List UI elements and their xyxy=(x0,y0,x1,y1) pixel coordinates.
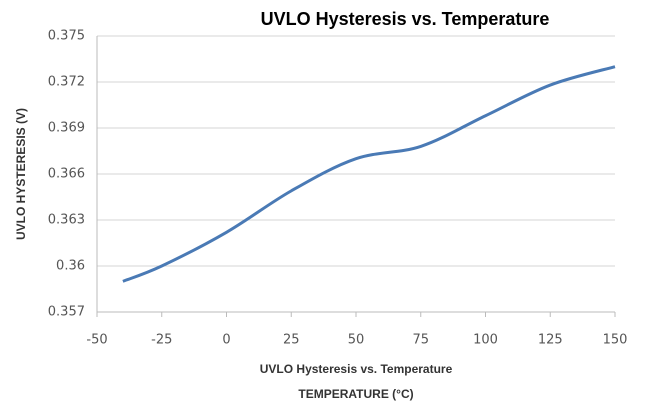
y-tick-label: 0.369 xyxy=(48,121,85,136)
y-tick-label: 0.36 xyxy=(56,259,85,274)
x-tick-label: 150 xyxy=(603,333,628,348)
x-axis-label: UVLO Hysteresis vs. Temperature xyxy=(260,362,453,376)
x-tick-label: 0 xyxy=(222,333,230,348)
x-axis-label: TEMPERATURE (°C) xyxy=(298,387,413,401)
y-tick-label: 0.372 xyxy=(48,75,85,90)
y-tick-label: 0.375 xyxy=(48,29,85,44)
x-tick-label: 75 xyxy=(412,333,429,348)
x-tick-label: -50 xyxy=(86,333,107,348)
chart-title: UVLO Hysteresis vs. Temperature xyxy=(261,9,550,29)
y-tick-label: 0.357 xyxy=(48,305,85,320)
data-line xyxy=(122,65,616,283)
x-tick-label: 25 xyxy=(283,333,300,348)
y-tick-label: 0.363 xyxy=(48,213,85,228)
y-axis-label: UVLO HYSTERESIS (V) xyxy=(14,108,28,240)
x-tick-label: -25 xyxy=(151,333,172,348)
x-tick-label: 125 xyxy=(538,333,563,348)
x-tick-label: 50 xyxy=(348,333,365,348)
y-tick-label: 0.366 xyxy=(48,167,85,182)
x-tick-label: 100 xyxy=(473,333,498,348)
